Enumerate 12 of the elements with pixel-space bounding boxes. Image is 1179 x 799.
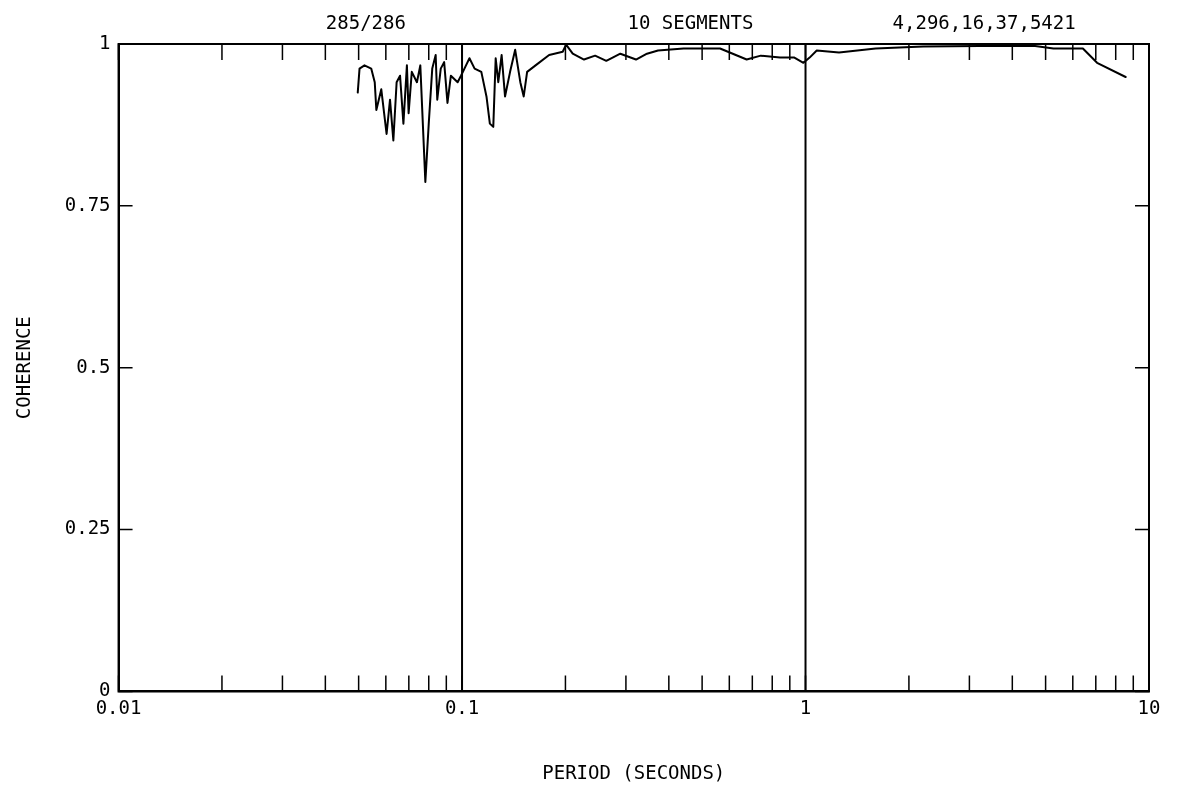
y-tick-label: 0.5	[76, 354, 111, 377]
y-tick-label: 0.25	[64, 516, 111, 539]
y-axis-title: COHERENCE	[12, 316, 35, 420]
y-tick-label: 0.75	[64, 192, 111, 215]
x-axis-title: PERIOD (SECONDS)	[542, 760, 726, 783]
y-tick-label: 1	[99, 30, 111, 53]
x-tick-label: 1	[799, 695, 812, 718]
text: 10 SEGMENTS	[627, 11, 754, 34]
x-tick-label: 0.1	[444, 695, 480, 718]
text: 4,296,16,37,5421	[892, 11, 1076, 34]
x-tick-label: 10	[1137, 695, 1161, 718]
text: 285/286	[325, 11, 406, 34]
